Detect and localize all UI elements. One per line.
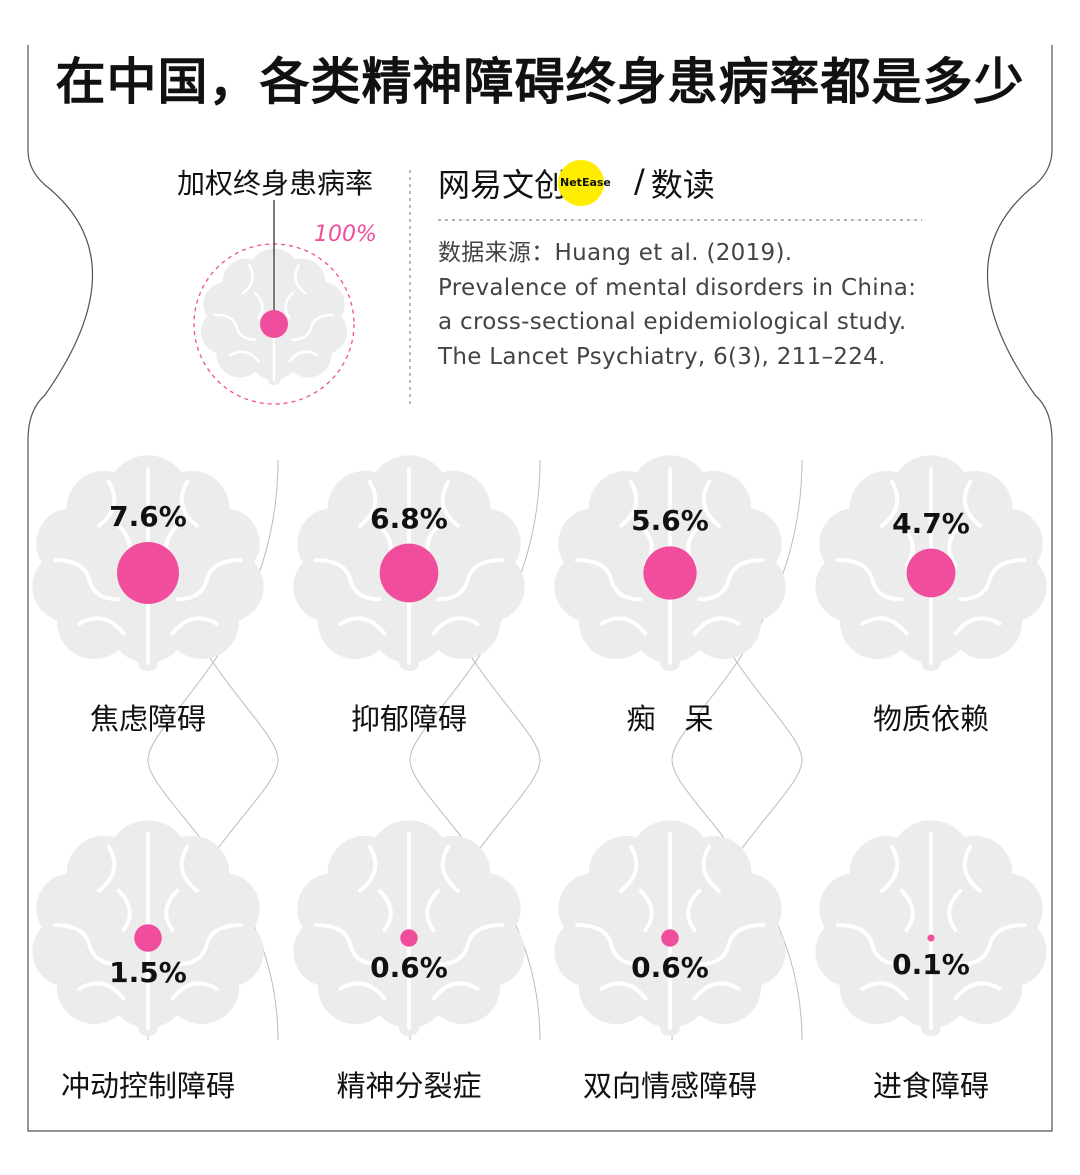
category-label: 冲动控制障碍 [60, 1069, 235, 1103]
brain-grid [32, 455, 1047, 1036]
brand-badge-text: NetEase [560, 176, 611, 189]
category-label: 痴 呆 [626, 702, 714, 736]
prevalence-bubble [117, 542, 179, 604]
category-label: 进食障碍 [872, 1069, 989, 1103]
page-title: 在中国，各类精神障碍终身患病率都是多少 [55, 53, 1025, 111]
legend-label: 加权终身患病率 [176, 167, 373, 200]
brain-shape [815, 455, 1047, 671]
brain-shape [554, 455, 786, 671]
category-label: 焦虑障碍 [89, 702, 206, 736]
value-label: 7.6% [109, 500, 187, 533]
brain-shape [32, 820, 264, 1036]
brain-shape [815, 820, 1047, 1036]
value-label: 0.6% [370, 950, 448, 984]
brand-name-netease-wenchuang: 网易文创 [438, 166, 567, 204]
brand-name-shudu: 数读 [650, 166, 715, 204]
prevalence-bubble [661, 929, 679, 947]
legend-brain [193, 200, 355, 405]
prevalence-bubble [643, 546, 697, 600]
value-label: 0.1% [892, 948, 970, 981]
prevalence-bubble [400, 929, 418, 947]
category-label: 精神分裂症 [336, 1069, 482, 1103]
brand-badge-icon: NetEase [558, 160, 611, 206]
bubble-layer [117, 542, 956, 952]
brain-shape [293, 820, 525, 1036]
legend-max-label: 100% [314, 222, 377, 247]
prevalence-bubble [379, 543, 439, 603]
legend-sample-bubble [260, 310, 288, 338]
brain-shape [554, 820, 786, 1036]
prevalence-bubble [927, 934, 935, 942]
category-label: 抑郁障碍 [350, 702, 467, 736]
value-label: 5.6% [631, 504, 709, 538]
frame-border [27, 45, 1053, 1132]
prevalence-bubble [906, 548, 956, 598]
category-label: 物质依赖 [872, 702, 989, 736]
brand-logo: 网易文创 NetEase / 数读 [438, 160, 715, 206]
value-label: 4.7% [892, 506, 970, 540]
prevalence-bubble [134, 924, 162, 952]
value-label: 0.6% [631, 950, 709, 984]
category-label: 双向情感障碍 [582, 1069, 757, 1103]
value-label: 1.5% [109, 955, 187, 989]
legend-brain-shape [200, 248, 348, 385]
value-label: 6.8% [370, 501, 448, 535]
brand-slash: / [634, 162, 645, 200]
source-citation: 数据来源：Huang et al. (2019). Prevalence of … [438, 240, 917, 370]
